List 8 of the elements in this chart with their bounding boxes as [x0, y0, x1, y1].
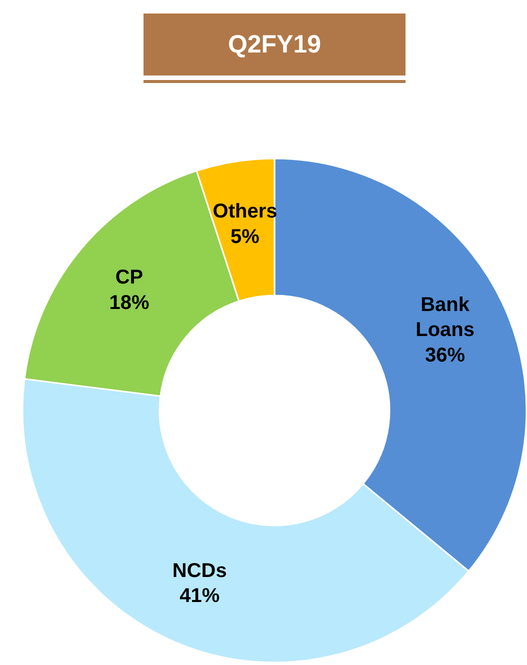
chart-title: Q2FY19	[228, 30, 322, 58]
slice-label: NCDs	[172, 560, 227, 582]
slice-label: Bank Loans	[416, 294, 475, 342]
slice-label: CP	[115, 266, 144, 289]
data-label: 18%	[109, 292, 150, 314]
data-label: 5%	[230, 226, 260, 248]
data-label: 41%	[180, 585, 220, 608]
data-label: 36%	[425, 344, 466, 367]
